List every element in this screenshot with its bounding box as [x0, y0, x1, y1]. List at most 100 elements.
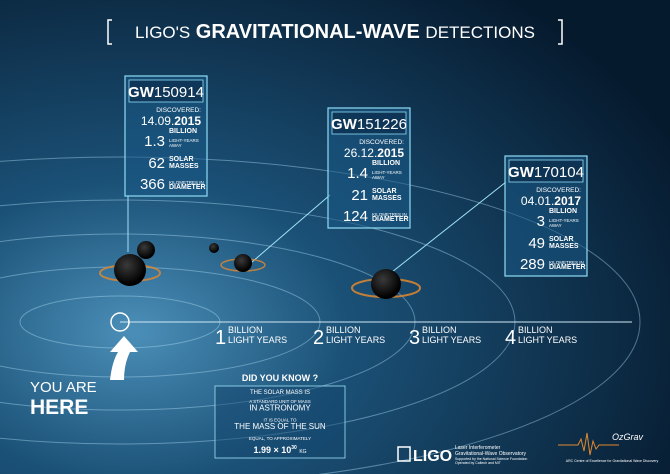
- diameter-unit: DIAMETER: [169, 184, 206, 191]
- fact-line: EQUAL, TO APPROXIMATELY: [249, 436, 311, 441]
- mass-unit: MASSES: [372, 195, 402, 202]
- date: 04.01.: [521, 194, 554, 208]
- unit: KG: [299, 449, 306, 455]
- mass-unit: SOLAR: [372, 188, 397, 195]
- mass-unit: MASSES: [549, 243, 579, 250]
- event-prefix: GW: [508, 164, 535, 181]
- distance-value: 1.3: [144, 133, 165, 150]
- distance-unit: BILLION: [372, 160, 400, 167]
- discovered-label: DISCOVERED:: [156, 107, 201, 114]
- title-prefix: LIGO'S: [135, 23, 190, 42]
- year: 2015: [377, 146, 404, 160]
- mass-value: 21: [351, 187, 368, 204]
- diameter-value: 124: [343, 208, 368, 225]
- date: 26.12.: [344, 146, 377, 160]
- event-name: GW151226: [331, 116, 407, 133]
- card-header: [508, 159, 584, 183]
- distance-unit: LIGHT YEARS: [518, 335, 577, 345]
- distance-number: 1: [215, 327, 226, 349]
- discovered-label: DISCOVERED:: [536, 187, 581, 194]
- earth-marker: [110, 312, 130, 332]
- fact-value: 1.99 × 1030 KG: [253, 441, 306, 455]
- event-id: 150914: [154, 84, 204, 101]
- fact-line: A STANDARD UNIT OF MASS: [249, 399, 311, 404]
- distance-unit: BILLION: [326, 325, 361, 335]
- diameter-value: 289: [520, 256, 545, 273]
- ozgrav-name: OzGrav: [612, 432, 644, 442]
- distance-unit: BILLION: [549, 208, 577, 215]
- mass-value: 62: [148, 155, 165, 172]
- fact-line: THE MASS OF THE SUN: [234, 422, 326, 431]
- title: LIGO'S GRAVITATIONAL-WAVE DETECTIONS: [135, 21, 535, 43]
- diameter-unit: KILOMETRES IN: [549, 260, 584, 265]
- title-brackets: [107, 19, 563, 45]
- discovery-date: 26.12.2015: [344, 146, 404, 160]
- discovery-date: 04.01.2017: [521, 194, 581, 208]
- ligo-line: Gravitational-Wave Observatory: [455, 451, 526, 457]
- ligo-line: Supported by the National Science Founda…: [455, 457, 527, 461]
- discovered-label: DISCOVERED:: [359, 139, 404, 146]
- fact-line: IN ASTRONOMY: [249, 404, 311, 413]
- title-main: GRAVITATIONAL-WAVE: [196, 21, 420, 43]
- diameter-unit: KILOMETRES IN: [169, 180, 204, 185]
- connectors: [127, 181, 507, 273]
- distance-value: 3: [537, 213, 545, 230]
- ozgrav-caption: ARC Centre of Excellence for Gravitation…: [566, 459, 659, 463]
- ligo-name: LIGO: [413, 448, 452, 465]
- value: 1.99 × 10: [253, 445, 291, 455]
- fact-heading: DID YOU KNOW ?: [242, 373, 318, 383]
- distance-unit: BILLION: [518, 325, 553, 335]
- year: 2015: [174, 114, 201, 128]
- distance-number: 2: [313, 327, 324, 349]
- distance-unit: LIGHT-YEARS: [549, 218, 579, 223]
- distance-unit: LIGHT YEARS: [326, 335, 385, 345]
- mass-unit: SOLAR: [549, 236, 574, 243]
- date: 14.09.: [141, 114, 174, 128]
- ligo-mark: [397, 446, 411, 462]
- distance-unit: BILLION: [169, 128, 197, 135]
- distance-unit: LIGHT YEARS: [228, 335, 287, 345]
- distance-number: 3: [409, 327, 420, 349]
- fact-line: THE SOLAR MASS IS: [250, 390, 310, 396]
- ligo-line: Laser Interferometer: [455, 445, 501, 451]
- mass-unit: SOLAR: [169, 156, 194, 163]
- distance-unit: LIGHT-YEARS: [372, 170, 402, 175]
- ligo-line: Operated by Caltech and MIT: [455, 461, 502, 465]
- event-name: GW150914: [128, 84, 204, 101]
- distance-unit: LIGHT-YEARS: [169, 138, 199, 143]
- card-header: [128, 79, 204, 103]
- distance-unit: BILLION: [422, 325, 457, 335]
- detection-card: GW150914 DISCOVERED:14.09.2015 1.3 BILLION L…: [124, 75, 208, 197]
- discovery-date: 14.09.2015: [141, 114, 201, 128]
- distance-unit: LIGHT YEARS: [422, 335, 481, 345]
- here: HERE: [30, 396, 88, 419]
- diameter-unit: KILOMETRES IN: [372, 212, 407, 217]
- here-arrow: [110, 336, 138, 380]
- mass-value: 49: [528, 235, 545, 252]
- event-prefix: GW: [128, 84, 155, 101]
- event-id: 170104: [534, 164, 584, 181]
- detection-card: GW170104 DISCOVERED:04.01.2017 3 BILLION LIG…: [504, 155, 588, 277]
- event-name: GW170104: [508, 164, 584, 181]
- exponent: 30: [291, 445, 297, 451]
- ozgrav-wave: [558, 432, 619, 456]
- distance-number: 4: [505, 327, 516, 349]
- you-are: YOU ARE: [30, 379, 97, 396]
- distance-unit: AWAY: [169, 143, 182, 148]
- fact-box: [214, 385, 346, 459]
- diameter-value: 366: [140, 176, 165, 193]
- distance-value: 1.4: [347, 165, 368, 182]
- fact-line: IT IS EQUAL TO: [263, 418, 297, 423]
- black-holes: [99, 241, 421, 299]
- title-suffix: DETECTIONS: [425, 23, 535, 42]
- event-prefix: GW: [331, 116, 358, 133]
- distance-unit: AWAY: [372, 175, 385, 180]
- mass-unit: MASSES: [169, 163, 199, 170]
- diameter-unit: DIAMETER: [549, 264, 586, 271]
- distance-unit: AWAY: [549, 223, 562, 228]
- event-id: 151226: [357, 116, 407, 133]
